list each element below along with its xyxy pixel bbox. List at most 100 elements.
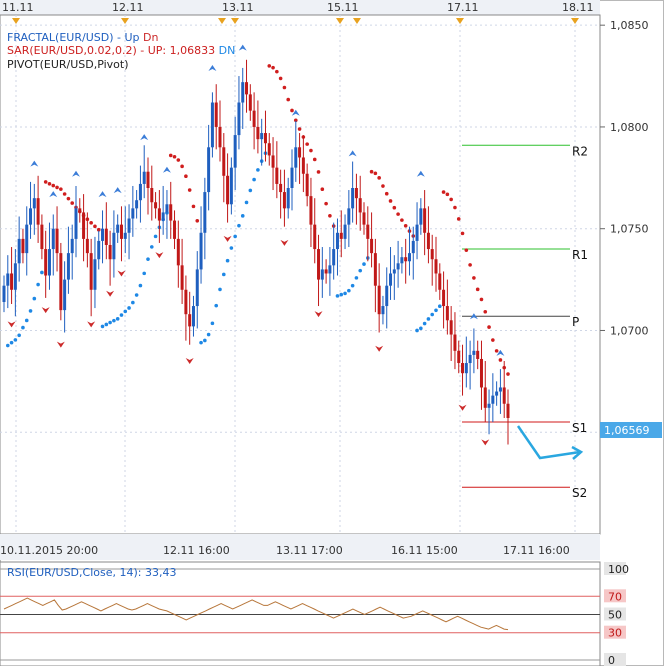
sar-dot-below	[206, 332, 211, 337]
candle-body	[214, 102, 218, 127]
candle-body	[301, 157, 305, 174]
candle-body	[404, 257, 408, 262]
sar-dot-above	[278, 76, 283, 81]
sar-dot-below	[119, 313, 124, 317]
rsi-level-label: 100	[608, 563, 629, 576]
fractal-down-arrow	[185, 357, 194, 364]
fractal-up-arrow	[98, 191, 107, 198]
legend-sar: SAR(EUR/USD,0.02,0.2) - UP: 1,06833 DN	[7, 44, 235, 57]
fractal-down-arrow	[41, 307, 50, 314]
candle-body	[108, 244, 112, 260]
candle-body	[74, 208, 78, 239]
sar-dot-below	[240, 214, 245, 218]
candle-body	[495, 391, 499, 396]
sar-dot-above	[312, 157, 317, 162]
candle-body	[127, 218, 131, 233]
sar-dot-below	[138, 283, 143, 288]
candle-body	[332, 249, 336, 266]
candle-body	[229, 167, 233, 205]
top-date-marker	[231, 18, 239, 24]
sar-dot-above	[491, 338, 495, 342]
candle-body	[320, 269, 324, 280]
candle-body	[146, 171, 150, 188]
candle-body	[290, 167, 294, 188]
fractal-up-arrow	[496, 349, 505, 356]
candle-body	[370, 238, 374, 254]
candle-body	[354, 188, 358, 199]
sar-dot-below	[142, 271, 147, 276]
candle-body	[169, 204, 173, 221]
candle-body	[468, 354, 472, 364]
candle-body	[59, 253, 63, 311]
sar-dot-below	[426, 317, 431, 321]
sar-dot-below	[40, 270, 44, 275]
sar-dot-below	[218, 287, 222, 292]
x-axis-strip	[0, 534, 600, 560]
candle-body	[161, 212, 165, 221]
candle-body	[116, 224, 120, 233]
sar-dot-above	[498, 358, 503, 362]
candle-body	[464, 363, 468, 374]
fractal-up-arrow	[113, 187, 122, 194]
sar-dot-above	[282, 85, 287, 90]
candle-body	[491, 395, 495, 404]
sar-dot-below	[422, 321, 427, 326]
sar-dot-below	[214, 303, 219, 308]
fractal-down-arrow	[56, 341, 65, 348]
top-date-label: 13.11	[222, 1, 254, 14]
candle-body	[173, 220, 177, 239]
fractal-down-arrow	[481, 439, 490, 446]
candle-body	[445, 306, 449, 321]
sar-dot-below	[131, 300, 135, 305]
sar-dot-below	[153, 234, 158, 239]
candle-body	[271, 155, 275, 168]
fractal-down-arrow	[458, 404, 467, 411]
candle-body	[55, 228, 59, 254]
sar-dot-below	[32, 296, 37, 301]
fractal-down-arrow	[155, 252, 164, 259]
candle-body	[502, 387, 506, 404]
top-date-label: 15.11	[327, 1, 359, 14]
candle-body	[377, 285, 381, 315]
pivot-label-p: P	[572, 315, 579, 329]
candle-body	[13, 263, 17, 290]
sar-dot-above	[51, 183, 56, 188]
sar-dot-above	[400, 218, 404, 222]
candle-body	[138, 183, 142, 201]
sar-dot-above	[506, 372, 510, 376]
candle-body	[294, 147, 298, 168]
sar-dot-above	[297, 127, 302, 131]
sar-dot-below	[5, 343, 10, 348]
rsi-panel: 100 70 50 30 0 RSI(EUR/USD,Close, 14): 33,43	[0, 562, 629, 666]
candle-body	[135, 200, 139, 209]
sar-dot-above	[373, 171, 378, 176]
candle-body	[434, 259, 438, 274]
sar-dot-above	[267, 64, 272, 68]
sar-dot-below	[24, 318, 29, 323]
x-tick-label: 17.11 16:00	[503, 544, 570, 557]
candle-body	[97, 240, 101, 260]
candle-body	[36, 198, 40, 225]
sar-dot-above	[453, 205, 457, 210]
sar-dot-above	[62, 192, 67, 196]
candle-body	[423, 208, 427, 233]
sar-dot-above	[59, 187, 63, 191]
sar-dot-above	[176, 158, 181, 162]
rsi-level-label: 70	[608, 590, 622, 603]
candle-body	[282, 192, 286, 209]
candle-body	[131, 208, 135, 219]
sar-dot-below	[221, 272, 226, 277]
pivot-levels: R2 R1 P S1 S2	[462, 144, 588, 500]
top-date-markers: 11.11 12.11 13.11 15.11 17.11 18.11	[2, 1, 594, 24]
candle-body	[430, 249, 434, 260]
candle-body	[203, 192, 207, 233]
candle-body	[233, 135, 237, 168]
top-date-label: 17.11	[447, 1, 479, 14]
rsi-legend: RSI(EUR/USD,Close, 14): 33,43	[7, 566, 176, 579]
sar-dot-below	[244, 200, 249, 205]
candle-body	[347, 208, 351, 225]
rsi-line	[3, 597, 509, 631]
sar-dot-above	[43, 180, 48, 184]
sar-dot-below	[199, 340, 203, 345]
candle-body	[438, 273, 442, 290]
